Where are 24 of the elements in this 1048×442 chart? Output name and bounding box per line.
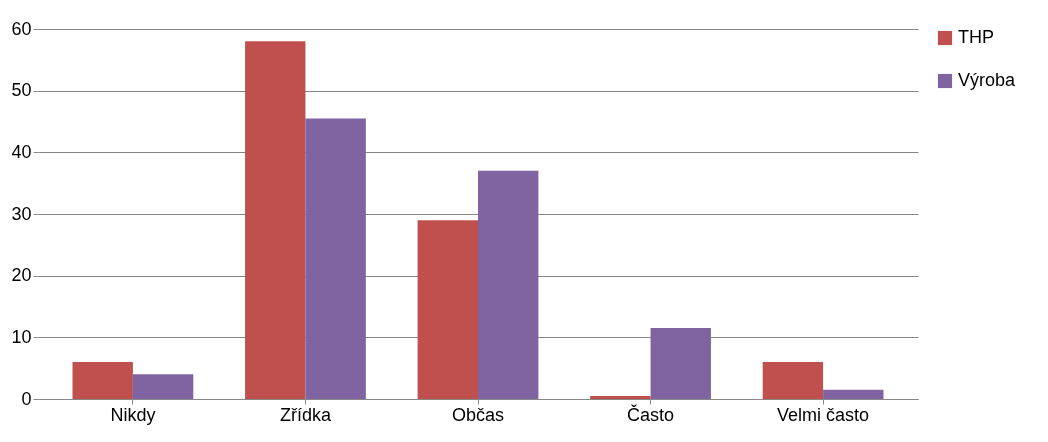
bar <box>245 41 306 399</box>
bar <box>590 395 651 399</box>
bar <box>478 170 539 399</box>
x-tick-label: Často <box>627 403 675 425</box>
legend-label: THP <box>958 27 994 47</box>
bar <box>72 362 133 399</box>
y-tick-label: 30 <box>11 203 32 224</box>
bar <box>823 389 884 399</box>
x-tick-label: Nikdy <box>110 404 156 425</box>
y-tick-label: 20 <box>11 265 32 286</box>
x-tick-label: Zřídka <box>279 404 332 425</box>
bar <box>305 118 366 399</box>
bar <box>132 374 194 399</box>
y-tick-label: 50 <box>11 80 32 101</box>
x-tick-label: Velmi často <box>777 404 870 425</box>
y-tick-label: 60 <box>11 18 32 39</box>
y-tick-label: 10 <box>11 326 32 347</box>
x-tick-label: Občas <box>451 404 505 425</box>
legend-label: Výroba <box>958 70 1017 90</box>
bar <box>762 362 824 399</box>
y-tick-label: 0 <box>21 388 32 409</box>
bar <box>650 328 711 399</box>
y-tick-label: 40 <box>11 141 32 162</box>
bar <box>417 220 478 399</box>
